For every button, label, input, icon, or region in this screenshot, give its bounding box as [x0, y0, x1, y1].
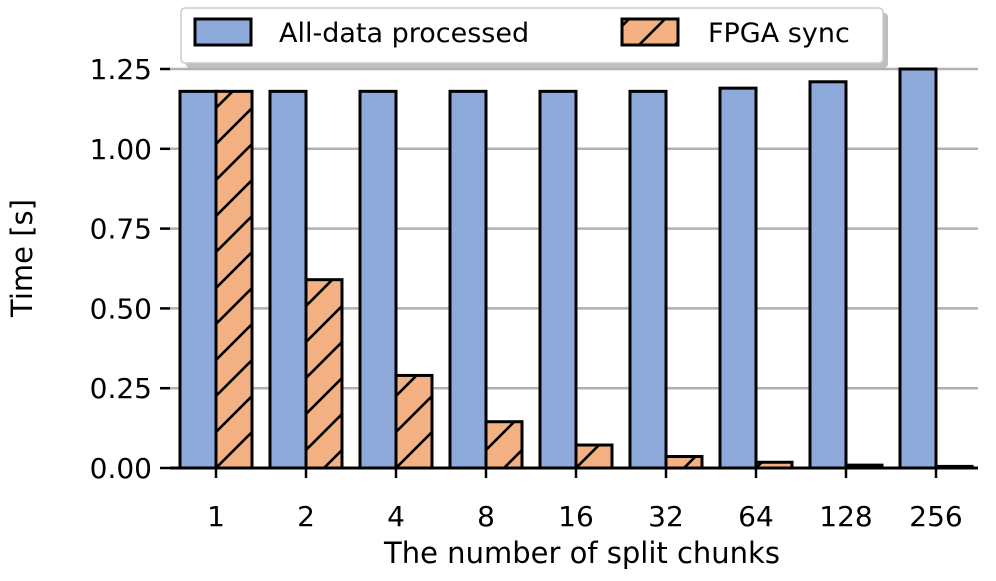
bar-fpga-sync	[214, 89, 254, 470]
axes	[160, 67, 978, 478]
legend-swatch-fpga-sync	[620, 17, 680, 47]
bar-fpga-sync	[304, 278, 344, 470]
legend-label-fpga-sync: FPGA sync	[708, 18, 850, 49]
x-tick-label: 2	[297, 500, 315, 533]
x-tick-label: 4	[387, 500, 405, 533]
x-tick-label: 64	[738, 500, 774, 533]
bar-all-data-processed	[268, 89, 308, 470]
bar-all-data-processed	[358, 89, 398, 470]
y-tick-label: 0.75	[90, 213, 152, 246]
legend-box	[180, 7, 884, 64]
x-axis-title: The number of split chunks	[383, 536, 780, 570]
legend-label-all-data: All-data processed	[279, 18, 529, 49]
x-tick-label: 16	[558, 500, 594, 533]
bars	[178, 67, 974, 470]
bar-all-data-processed	[808, 80, 848, 470]
tick-labels: 0.00 0.25 0.50 0.75 1.00 1.25 1 2 4 8 16 32 64 128 256	[90, 53, 963, 533]
bar-all-data-processed	[898, 67, 938, 470]
bar-fpga-sync	[484, 420, 524, 470]
x-tick-label: 256	[909, 500, 962, 533]
bar-fpga-sync	[664, 455, 704, 470]
x-tick-label: 1	[207, 500, 225, 533]
x-tick-label: 128	[819, 500, 872, 533]
y-axis-title: Time [s]	[5, 199, 39, 318]
legend-swatch-all-data	[193, 17, 253, 47]
y-tick-label: 1.00	[90, 133, 152, 166]
bar-all-data-processed	[538, 89, 578, 470]
x-tick-label: 8	[477, 500, 495, 533]
y-tick-label: 0.50	[90, 292, 152, 325]
bar-all-data-processed	[448, 89, 488, 470]
bar-fpga-sync	[574, 443, 614, 470]
x-tick-label: 32	[648, 500, 684, 533]
bar-all-data-processed	[178, 89, 218, 470]
y-tick-label: 1.25	[90, 53, 152, 86]
bar-all-data-processed	[628, 89, 668, 470]
bar-fpga-sync	[394, 373, 434, 470]
y-tick-label: 0.25	[90, 372, 152, 405]
y-tick-label: 0.00	[90, 452, 152, 485]
bar-all-data-processed	[718, 86, 758, 470]
legend: All-data processed FPGA sync	[180, 7, 888, 68]
